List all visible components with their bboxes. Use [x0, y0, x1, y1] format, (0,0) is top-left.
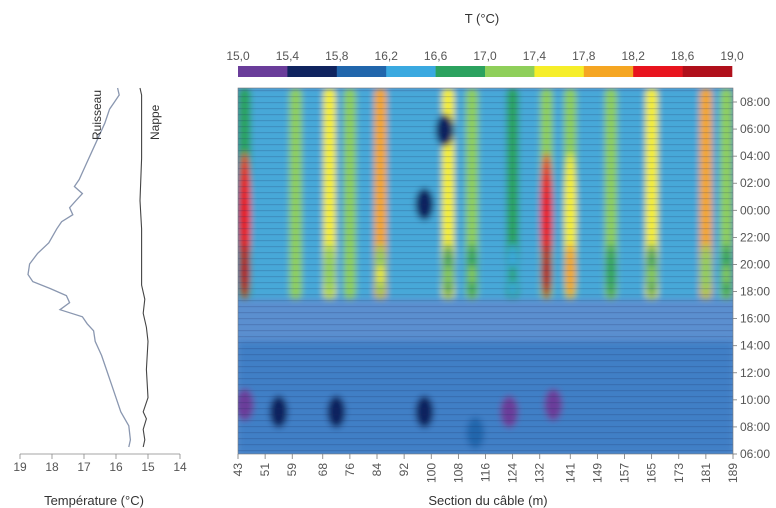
- heatmap-y-ticks: 08:00 06:00 04:00 02:00 00:00 22:00 20:00 18:00…: [733, 95, 770, 461]
- heatmap-x-tick-label: 124: [506, 463, 520, 483]
- profile-x-tick-label: 16: [109, 460, 123, 474]
- colorbar-tick-label: 15,8: [325, 49, 349, 63]
- colorbar-segment: [583, 66, 634, 77]
- colorbar-tick-label: 16,6: [424, 49, 448, 63]
- colorbar-segment: [287, 66, 338, 77]
- colorbar-segment: [633, 66, 683, 77]
- colorbar-tick-labels: 15,0 15,4 15,8 16,2 16,6 17,0 17,4 17,8 18,2 18,6…: [226, 49, 744, 63]
- profile-label-ruisseau: Ruisseau: [90, 90, 104, 140]
- colorbar-tick-label: 16,2: [375, 49, 399, 63]
- heatmap-x-tick-label: 43: [231, 463, 245, 477]
- profile-x-tick-label: 15: [141, 460, 155, 474]
- heatmap-y-tick-label: 06:00: [740, 122, 770, 136]
- profile-x-tick-label: 18: [45, 460, 59, 474]
- colorbar: [238, 66, 733, 77]
- colorbar-segment: [435, 66, 486, 77]
- heatmap-y-tick-label: 00:00: [740, 203, 770, 217]
- heatmap-y-tick-label: 18:00: [740, 285, 770, 299]
- heatmap-texture: [238, 88, 733, 454]
- colorbar-tick-label: 18,6: [671, 49, 695, 63]
- profile-line-nappe: [139, 87, 149, 448]
- colorbar-segment: [534, 66, 585, 77]
- heatmap-x-tick-label: 181: [699, 463, 713, 483]
- colorbar-tick-label: 15,4: [276, 49, 300, 63]
- heatmap-x-tick-label: 116: [479, 463, 493, 482]
- heatmap-x-tick-label: 92: [397, 463, 411, 477]
- colorbar-segment: [238, 66, 288, 77]
- heatmap-y-tick-label: 02:00: [740, 176, 770, 190]
- profile-label-nappe: Nappe: [148, 104, 162, 140]
- profile-line-ruisseau: [27, 87, 132, 448]
- colorbar-tick-label: 17,0: [473, 49, 497, 63]
- heatmap-x-tick-label: 76: [343, 463, 357, 477]
- heatmap-y-tick-label: 12:00: [740, 366, 770, 380]
- profile-lines: [27, 87, 149, 448]
- heatmap-y-tick-label: 08:00: [740, 420, 770, 434]
- profile-x-axis-label: Température (°C): [44, 493, 144, 508]
- heatmap-x-tick-label: 51: [258, 463, 272, 477]
- profile-x-tick-label: 17: [77, 460, 91, 474]
- colorbar-segment: [485, 66, 535, 77]
- heatmap-x-tick-label: 59: [285, 463, 299, 477]
- colorbar-segment: [386, 66, 436, 77]
- heatmap-y-tick-label: 08:00: [740, 95, 770, 109]
- heatmap-x-tick-label: 100: [424, 463, 438, 483]
- heatmap-x-tick-label: 141: [563, 463, 577, 483]
- colorbar-tick-label: 19,0: [720, 49, 744, 63]
- profile-x-tick-label: 14: [173, 460, 187, 474]
- heatmap-y-tick-label: 20:00: [740, 257, 770, 271]
- colorbar-tick-label: 17,8: [572, 49, 596, 63]
- heatmap-x-tick-label: 189: [726, 463, 740, 483]
- colorbar-segment: [336, 66, 387, 77]
- heatmap-x-axis-label: Section du câble (m): [428, 493, 547, 508]
- heatmap-y-tick-label: 06:00: [740, 447, 770, 461]
- heatmap-x-tick-label: 108: [451, 463, 465, 483]
- heatmap-y-tick-label: 14:00: [740, 339, 770, 353]
- heatmap-x-tick-label: 165: [645, 463, 659, 483]
- profile-series-labels: Ruisseau Nappe: [90, 90, 162, 140]
- heatmap-x-tick-label: 173: [672, 463, 686, 483]
- heatmap-y-tick-label: 16:00: [740, 312, 770, 326]
- colorbar-tick-label: 17,4: [523, 49, 547, 63]
- heatmap-y-tick-label: 04:00: [740, 149, 770, 163]
- heatmap-x-tick-label: 68: [316, 463, 330, 477]
- profile-x-tick-label: 19: [13, 460, 27, 474]
- heatmap-x-tick-label: 84: [370, 463, 384, 477]
- colorbar-title: T (°C): [465, 11, 500, 26]
- heatmap-x-tick-label: 149: [590, 463, 604, 483]
- colorbar-tick-label: 15,0: [226, 49, 250, 63]
- colorbar-segment: [682, 66, 733, 77]
- heatmap-y-tick-label: 10:00: [740, 393, 770, 407]
- colorbar-tick-label: 18,2: [622, 49, 646, 63]
- heatmap-y-tick-label: 22:00: [740, 230, 770, 244]
- profile-axis: 19 18 17 16 15 14: [13, 453, 187, 474]
- heatmap-x-ticks: 43 51 59 68 76 84 92 100 108 116 124 132 141 149 157 16…: [231, 454, 740, 483]
- heatmap-x-tick-label: 132: [533, 463, 547, 483]
- heatmap-x-tick-label: 157: [618, 463, 632, 483]
